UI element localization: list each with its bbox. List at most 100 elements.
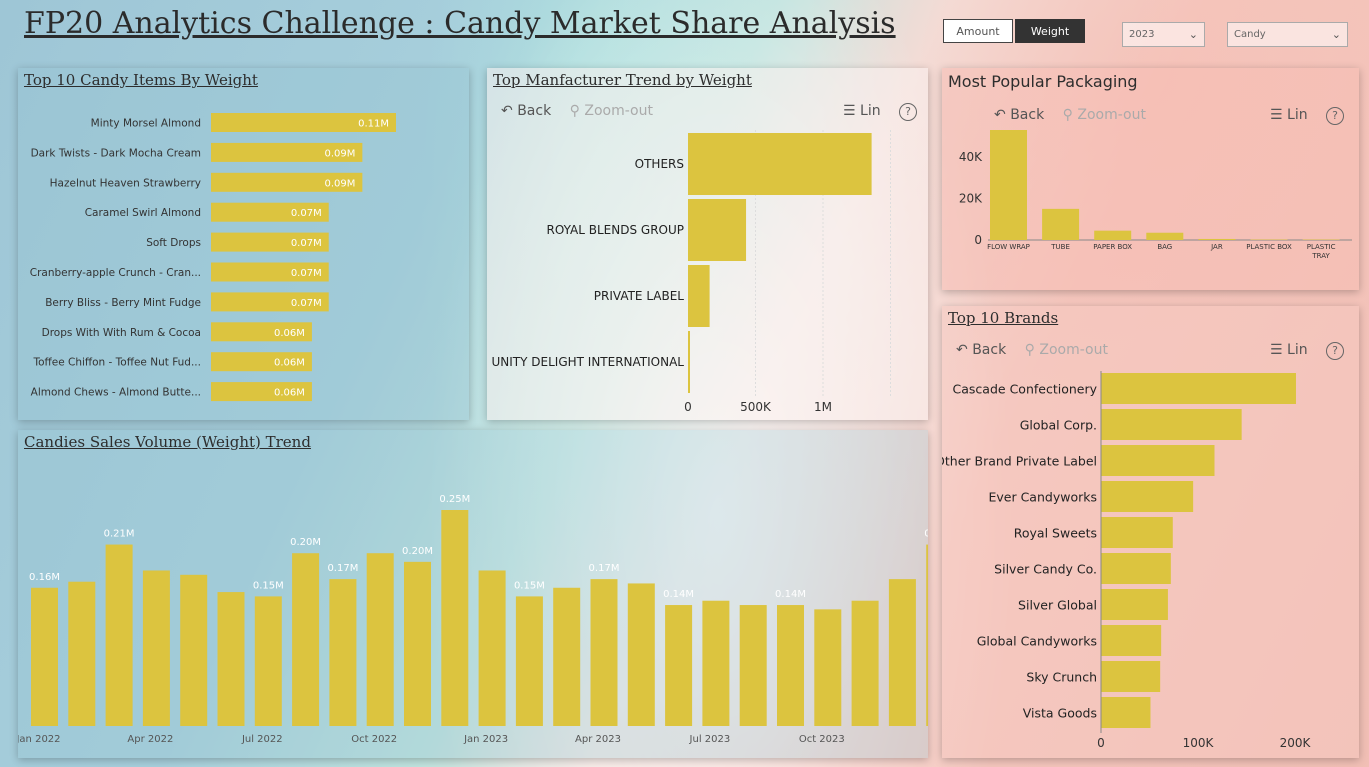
category-label: OTHERS bbox=[635, 157, 684, 171]
x-tick-label: TRAY bbox=[1311, 252, 1330, 260]
category-label: Vista Goods bbox=[1023, 706, 1097, 721]
bar bbox=[31, 587, 58, 726]
category-label: Caramel Swirl Almond bbox=[85, 207, 201, 219]
bar bbox=[688, 265, 710, 327]
bar bbox=[990, 130, 1027, 240]
brands-panel: Top 10 Brands ↶ Back ⚲ Zoom-out ☰ Lin ? … bbox=[942, 306, 1359, 758]
data-label: 0.20M bbox=[402, 546, 433, 557]
data-label: 0.09M bbox=[324, 178, 355, 189]
bar bbox=[211, 113, 396, 132]
bar bbox=[515, 596, 543, 726]
category-label: Sky Crunch bbox=[1026, 670, 1097, 685]
data-label: 0.14M bbox=[775, 589, 806, 600]
zoom-out-icon: ⚲ bbox=[569, 103, 580, 119]
x-tick-label: 100K bbox=[1183, 736, 1215, 750]
zoom-out-label: Zoom-out bbox=[1077, 107, 1146, 123]
packaging-toolbar: ↶ Back ⚲ Zoom-out bbox=[994, 107, 1146, 123]
data-label: 0.15M bbox=[253, 580, 284, 591]
x-tick-label: 0 bbox=[684, 400, 692, 414]
bar bbox=[68, 581, 96, 726]
help-icon[interactable]: ? bbox=[1326, 342, 1345, 360]
bar bbox=[1101, 661, 1161, 692]
category-label: PRIVATE LABEL bbox=[594, 289, 685, 303]
category-label: UNITY DELIGHT INTERNATIONAL bbox=[492, 355, 685, 369]
manufacturer-panel: Top Manfacturer Trend by Weight ↶ Back ⚲… bbox=[487, 68, 928, 420]
category-dropdown[interactable]: Candy ⌄ bbox=[1227, 22, 1348, 47]
back-label: Back bbox=[972, 342, 1007, 358]
bar bbox=[217, 592, 245, 726]
amount-toggle-button[interactable]: Amount bbox=[943, 19, 1013, 43]
zoom-out-button[interactable]: ⚲ Zoom-out bbox=[570, 103, 653, 119]
brands-toolbar-right: ☰ Lin ? bbox=[1270, 342, 1345, 360]
bar bbox=[739, 605, 767, 726]
year-dropdown-value: 2023 bbox=[1129, 29, 1155, 40]
bar bbox=[180, 574, 208, 726]
bar bbox=[888, 579, 916, 726]
bar bbox=[814, 609, 842, 726]
chevron-down-icon: ⌄ bbox=[1331, 28, 1341, 41]
lin-button[interactable]: ☰ Lin bbox=[1270, 107, 1308, 123]
category-label: Other Brand Private Label bbox=[942, 454, 1097, 469]
zoom-out-label: Zoom-out bbox=[1039, 342, 1108, 358]
help-icon[interactable]: ? bbox=[899, 103, 918, 121]
weight-toggle-button[interactable]: Weight bbox=[1015, 19, 1085, 43]
year-dropdown[interactable]: 2023 ⌄ bbox=[1122, 22, 1205, 47]
bar bbox=[688, 133, 872, 195]
data-label: 0.15M bbox=[514, 580, 545, 591]
help-icon[interactable]: ? bbox=[1326, 107, 1345, 125]
bar bbox=[688, 199, 747, 261]
zoom-out-label: Zoom-out bbox=[584, 103, 653, 119]
top-items-title: Top 10 Candy Items By Weight bbox=[24, 71, 258, 89]
bar bbox=[254, 596, 282, 726]
bar bbox=[665, 605, 693, 726]
x-tick-label: Apr 2022 bbox=[127, 734, 173, 745]
bar bbox=[366, 553, 394, 726]
manufacturer-chart: OTHERS ROYAL BLENDS GROUP PRIVATE LABEL UNI… bbox=[492, 130, 891, 414]
y-tick-label: 40K bbox=[959, 150, 983, 164]
data-label: 0.20M bbox=[290, 537, 321, 548]
y-tick-label: 0 bbox=[974, 233, 982, 247]
x-tick-label: PAPER BOX bbox=[1093, 243, 1132, 251]
back-button[interactable]: ↶ Back bbox=[994, 107, 1044, 123]
zoom-out-icon: ⚲ bbox=[1024, 342, 1035, 358]
lin-button[interactable]: ☰ Lin bbox=[1270, 342, 1308, 358]
lin-button[interactable]: ☰ Lin bbox=[843, 103, 881, 119]
bar bbox=[478, 570, 506, 726]
category-dropdown-value: Candy bbox=[1234, 29, 1266, 40]
category-label: Almond Chews - Almond Butte... bbox=[31, 387, 201, 399]
data-label: 0.07M bbox=[291, 298, 322, 309]
x-tick-label: Oct 2022 bbox=[351, 734, 397, 745]
bar bbox=[211, 142, 363, 162]
back-button[interactable]: ↶ Back bbox=[956, 342, 1006, 358]
trend-title: Candies Sales Volume (Weight) Trend bbox=[24, 433, 311, 451]
trend-chart: 0.16M 0.21M 0.15M 0.20M 0.17M 0.20M 0.25M 0.15M… bbox=[18, 494, 928, 745]
data-label: 0.21M bbox=[104, 529, 135, 540]
packaging-panel: Most Popular Packaging ↶ Back ⚲ Zoom-out… bbox=[942, 68, 1359, 290]
bar bbox=[211, 262, 329, 282]
bar bbox=[590, 579, 618, 726]
zoom-out-button[interactable]: ⚲ Zoom-out bbox=[1063, 107, 1146, 123]
bar bbox=[1101, 373, 1296, 404]
category-label: Silver Global bbox=[1018, 598, 1097, 613]
category-label: ROYAL BLENDS GROUP bbox=[547, 223, 684, 237]
data-label: 0.07M bbox=[291, 268, 322, 279]
back-button[interactable]: ↶ Back bbox=[501, 103, 551, 119]
data-label: 0.17M bbox=[327, 563, 358, 574]
bar bbox=[211, 322, 312, 342]
data-label: 0.07M bbox=[291, 208, 322, 219]
bar bbox=[1101, 589, 1168, 620]
bar bbox=[1101, 697, 1151, 728]
data-label: 0.11M bbox=[358, 119, 389, 130]
y-tick-label: 20K bbox=[959, 191, 983, 205]
zoom-out-button[interactable]: ⚲ Zoom-out bbox=[1025, 342, 1108, 358]
bar bbox=[211, 202, 329, 222]
category-label: Silver Candy Co. bbox=[994, 562, 1097, 577]
back-arrow-icon: ↶ bbox=[956, 342, 968, 358]
zoom-out-icon: ⚲ bbox=[1062, 107, 1073, 123]
x-tick-label: Jan 2022 bbox=[18, 734, 61, 745]
lin-label: Lin bbox=[1287, 107, 1308, 123]
top-items-chart: Minty Morsel Almond 0.11M Dark Twists - Da… bbox=[30, 113, 396, 402]
x-tick-label: TUBE bbox=[1050, 243, 1070, 251]
x-tick-label: PLASTIC bbox=[1307, 243, 1336, 251]
data-label: 0.06M bbox=[274, 388, 305, 399]
